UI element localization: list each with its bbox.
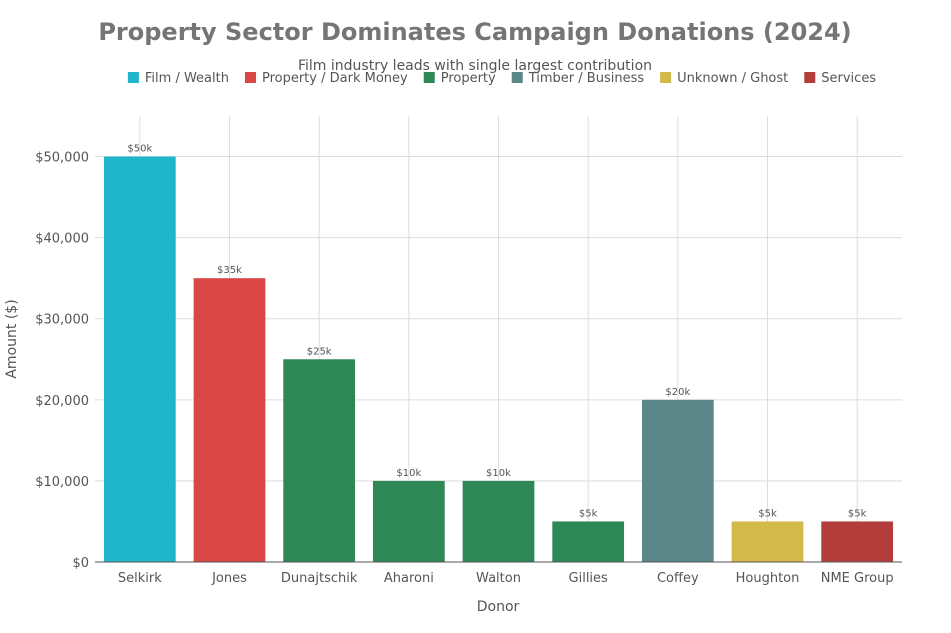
x-tick-label: Dunajtschik — [281, 571, 358, 586]
bars — [103, 156, 894, 562]
y-tick-label: $40,000 — [35, 232, 89, 247]
bar-dunajtschik[interactable] — [283, 359, 356, 562]
legend-label: Unknown / Ghost — [677, 71, 788, 86]
bar-data-label: $50k — [127, 144, 152, 155]
x-tick-label: Selkirk — [118, 571, 162, 586]
bar-selkirk[interactable] — [103, 156, 176, 562]
x-tick-label: Coffey — [657, 571, 699, 586]
bar-data-label: $5k — [579, 508, 598, 519]
legend-swatch — [244, 72, 256, 83]
bar-data-label: $5k — [848, 508, 867, 519]
bar-coffey[interactable] — [641, 399, 714, 562]
bar-data-label: $25k — [307, 346, 332, 357]
x-axis-title: Donor — [477, 599, 520, 615]
legend-item[interactable]: Unknown / Ghost — [660, 71, 788, 86]
y-tick-label: $30,000 — [35, 313, 89, 328]
legend-item[interactable]: Property / Dark Money — [244, 71, 408, 86]
bar-data-label: $35k — [217, 265, 242, 276]
legend-label: Property / Dark Money — [262, 71, 408, 86]
bar-data-label: $5k — [758, 508, 777, 519]
chart-subtitle: Film industry leads with single largest … — [298, 58, 652, 74]
legend-label: Film / Wealth — [145, 71, 229, 86]
y-tick-label: $20,000 — [35, 394, 89, 409]
legend-swatch — [804, 72, 816, 83]
bar-jones[interactable] — [193, 278, 266, 562]
y-axis-ticks: $0 $10,000 $20,000 $30,000 $40,000 $50,000 — [35, 151, 89, 571]
data-labels: $50k $35k $25k $10k $10k $5k $20k $5k $5k — [127, 144, 866, 520]
x-tick-label: Aharoni — [384, 571, 434, 586]
legend-label: Timber / Business — [528, 71, 645, 86]
bar-data-label: $10k — [396, 468, 421, 479]
bar-gillies[interactable] — [552, 521, 625, 562]
bar-aharoni[interactable] — [372, 480, 445, 562]
chart-title: Property Sector Dominates Campaign Donat… — [98, 18, 851, 46]
bar-walton[interactable] — [462, 480, 535, 562]
y-tick-label: $0 — [72, 556, 89, 571]
bar-houghton[interactable] — [731, 521, 804, 562]
legend-swatch — [423, 72, 435, 83]
y-tick-label: $10,000 — [35, 475, 89, 490]
bar-data-label: $10k — [486, 468, 511, 479]
y-tick-label: $50,000 — [35, 151, 89, 166]
legend-item[interactable]: Property — [423, 71, 496, 86]
legend-label: Services — [821, 71, 876, 86]
x-tick-label: NME Group — [821, 571, 894, 586]
x-axis-ticks: Selkirk Jones Dunajtschik Aharoni Walton Gill… — [118, 571, 894, 586]
legend: Film / Wealth Property / Dark Money Proper… — [127, 71, 876, 86]
y-axis-title: Amount ($) — [4, 299, 20, 378]
legend-label: Property — [441, 71, 496, 86]
bar-data-label: $20k — [665, 387, 690, 398]
legend-swatch — [511, 72, 523, 83]
x-tick-label: Walton — [476, 571, 521, 586]
legend-swatch — [660, 72, 672, 83]
legend-swatch — [127, 72, 139, 83]
x-tick-label: Houghton — [736, 571, 800, 586]
bar-nme-group[interactable] — [821, 521, 894, 562]
legend-item[interactable]: Film / Wealth — [127, 71, 229, 86]
legend-item[interactable]: Timber / Business — [511, 71, 645, 86]
legend-item[interactable]: Services — [804, 71, 876, 86]
x-tick-label: Jones — [211, 571, 247, 586]
x-tick-label: Gillies — [569, 571, 609, 586]
